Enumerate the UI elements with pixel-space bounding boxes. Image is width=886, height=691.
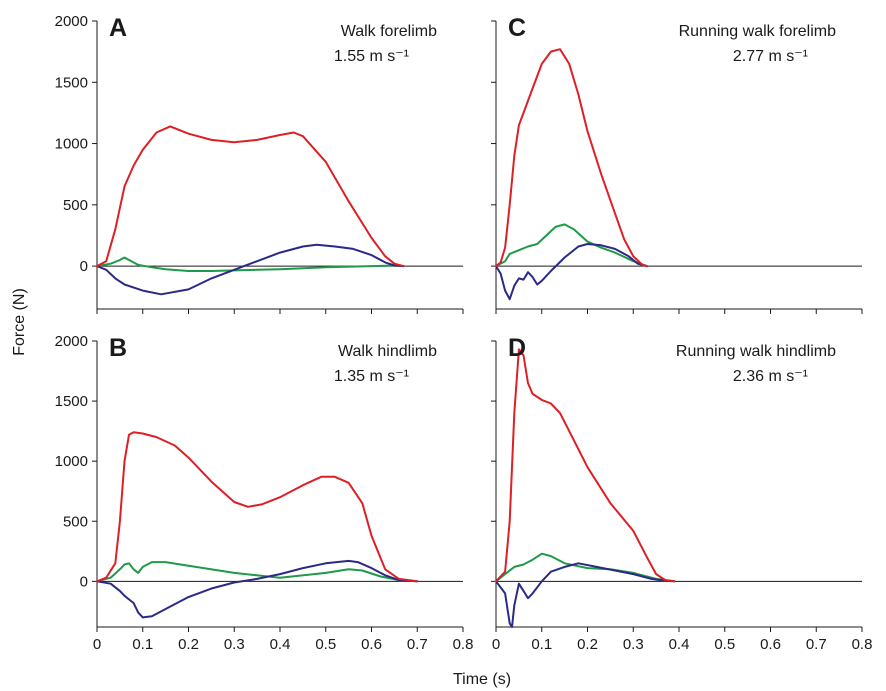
series-line-lateral — [96, 561, 419, 583]
x-tick-label: 0.2 — [178, 636, 199, 653]
condition-label: Running walk forelimb — [679, 23, 837, 40]
panel-b: 0 500 1000 1500 2000 0 0.1 0.2 0.3 0.4 0.5 0.6 0.7 0.… — [55, 333, 474, 653]
x-tick-label: 0 — [492, 636, 500, 653]
series-line-lateral — [96, 256, 405, 272]
x-tick-label: 0.8 — [852, 636, 873, 653]
speed-label: 2.36 m s⁻¹ — [733, 368, 808, 385]
y-tick-label: 1000 — [55, 136, 88, 153]
y-tick-label: 500 — [63, 197, 88, 214]
panel-letter: D — [508, 334, 526, 362]
series-line-lateral — [495, 223, 648, 268]
panel-letter: B — [109, 334, 127, 362]
series-line-vertical — [96, 431, 419, 583]
x-tick-label: 0.6 — [361, 636, 382, 653]
x-tick-label: 0.1 — [531, 636, 552, 653]
series-line-fore-aft — [96, 243, 405, 296]
y-tick-label: 1000 — [55, 453, 88, 470]
y-tick-label: 0 — [80, 573, 88, 590]
series-line-vertical — [495, 48, 648, 268]
panel-letter: C — [508, 14, 526, 42]
panel-c: C Running walk forelimb 2.77 m s⁻¹ — [491, 14, 863, 314]
panel-a: 0 500 1000 1500 2000 A Walk forelimb 1.55 m s⁻¹ — [55, 13, 464, 314]
series-line-vertical — [495, 348, 676, 583]
y-tick-label: 1500 — [55, 393, 88, 410]
condition-label: Walk hindlimb — [338, 343, 437, 360]
x-tick-label: 0.6 — [760, 636, 781, 653]
x-tick-label: 0.7 — [806, 636, 827, 653]
y-tick-label: 2000 — [55, 13, 88, 30]
panel-d: 0 0.1 0.2 0.3 0.4 0.5 0.6 0.7 0.8 D Running walk h… — [491, 334, 872, 653]
condition-label: Running walk hindlimb — [676, 343, 836, 360]
y-tick-label: 500 — [63, 513, 88, 530]
panel-letter: A — [109, 14, 127, 42]
x-tick-label: 0.4 — [270, 636, 291, 653]
y-axis-title: Force (N) — [11, 288, 28, 356]
x-tick-label: 0.5 — [714, 636, 735, 653]
series-line-fore-aft — [495, 562, 676, 628]
x-tick-label: 0.3 — [224, 636, 245, 653]
speed-label: 1.35 m s⁻¹ — [334, 368, 409, 385]
x-tick-label: 0.7 — [407, 636, 428, 653]
series-line-lateral — [495, 552, 676, 583]
x-axis-title: Time (s) — [453, 671, 511, 688]
speed-label: 2.77 m s⁻¹ — [733, 48, 808, 65]
speed-label: 1.55 m s⁻¹ — [334, 48, 409, 65]
series-line-fore-aft — [96, 559, 419, 619]
y-tick-label: 0 — [80, 258, 88, 275]
series-line-vertical — [96, 125, 405, 268]
condition-label: Walk forelimb — [341, 23, 437, 40]
x-tick-label: 0.1 — [132, 636, 153, 653]
series-line-fore-aft — [495, 243, 648, 301]
x-tick-label: 0.3 — [623, 636, 644, 653]
x-tick-label: 0.4 — [669, 636, 690, 653]
x-tick-label: 0.8 — [453, 636, 474, 653]
y-tick-label: 1500 — [55, 74, 88, 91]
x-tick-label: 0.2 — [577, 636, 598, 653]
x-tick-label: 0.5 — [315, 636, 336, 653]
x-tick-label: 0 — [93, 636, 101, 653]
y-tick-label: 2000 — [55, 333, 88, 350]
